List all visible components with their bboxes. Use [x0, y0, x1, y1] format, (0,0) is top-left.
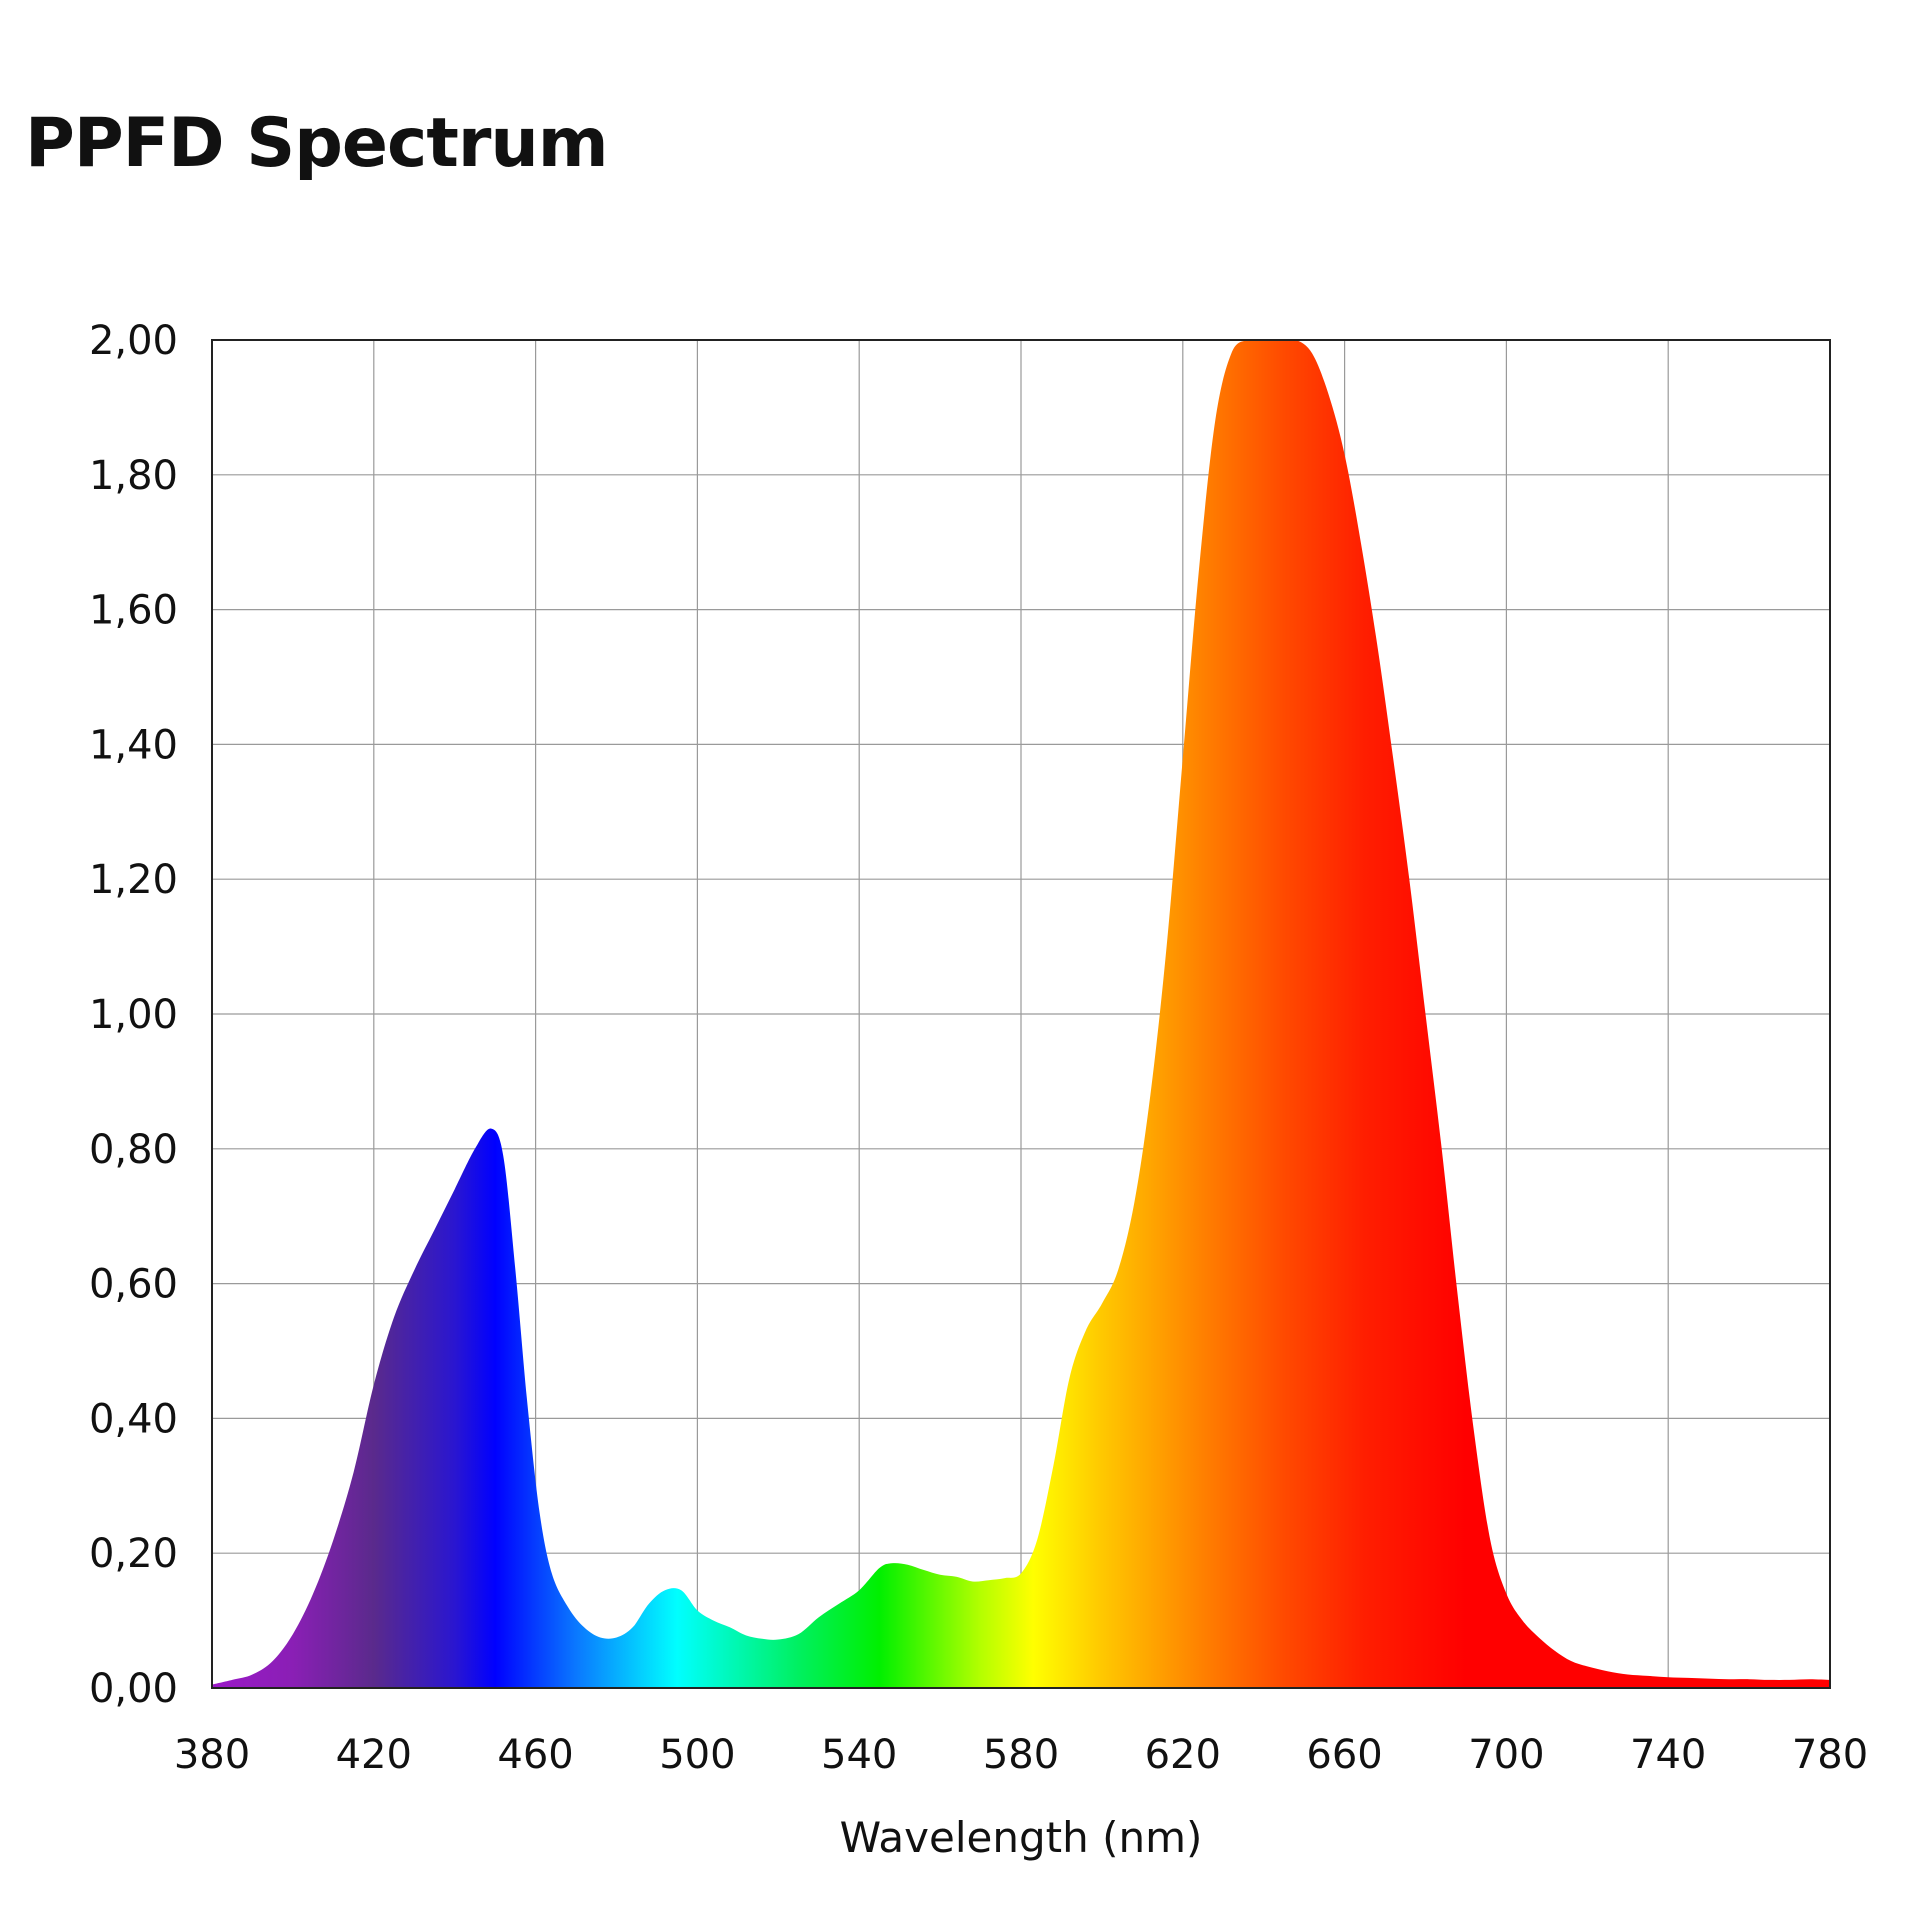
y-tick-label: 1,80 — [89, 453, 178, 499]
x-tick-label: 540 — [821, 1732, 897, 1778]
x-tick-label: 420 — [336, 1732, 412, 1778]
y-tick-label: 0,80 — [89, 1127, 178, 1173]
x-tick-label: 620 — [1145, 1732, 1221, 1778]
x-tick-label: 580 — [983, 1732, 1059, 1778]
y-tick-label: 1,20 — [89, 857, 178, 903]
y-tick-label: 0,60 — [89, 1262, 178, 1308]
x-tick-label: 780 — [1792, 1732, 1868, 1778]
y-tick-label: 0,40 — [89, 1396, 178, 1442]
x-tick-label: 740 — [1630, 1732, 1706, 1778]
x-tick-label: 500 — [659, 1732, 735, 1778]
chart-title: PPFD Spectrum — [25, 104, 609, 183]
plot-frame — [211, 339, 1831, 1689]
x-tick-label: 460 — [497, 1732, 573, 1778]
y-tick-label: 1,60 — [89, 588, 178, 634]
x-tick-label: 380 — [174, 1732, 250, 1778]
x-axis-ticks: 380 420 460 500 540 580 620 660 700 740 780 — [174, 1732, 1868, 1778]
y-axis-ticks: 0,00 0,20 0,40 0,60 0,80 1,00 1,20 1,40 1,60 1,80… — [89, 318, 178, 1712]
y-tick-label: 1,40 — [89, 722, 178, 768]
x-axis-title: Wavelength (nm) — [840, 1813, 1203, 1862]
y-tick-label: 2,00 — [89, 318, 178, 364]
x-tick-label: 660 — [1306, 1732, 1382, 1778]
spectrum-area — [212, 339, 1830, 1688]
y-tick-label: 0,00 — [89, 1666, 178, 1712]
y-tick-label: 0,20 — [89, 1531, 178, 1577]
x-tick-label: 700 — [1468, 1732, 1544, 1778]
y-tick-label: 1,00 — [89, 992, 178, 1038]
